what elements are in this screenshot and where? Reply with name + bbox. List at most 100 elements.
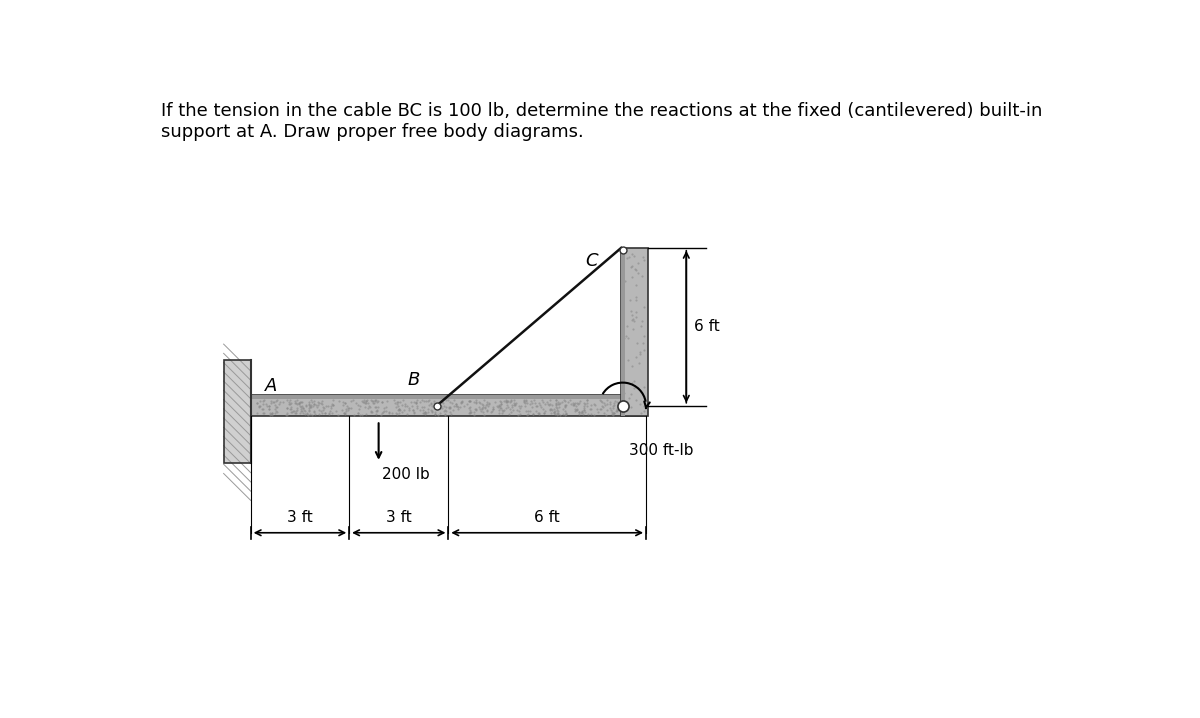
Point xyxy=(634,400,653,411)
Point xyxy=(545,404,564,415)
Point xyxy=(602,409,622,420)
Point xyxy=(494,396,514,407)
Point xyxy=(548,407,568,419)
Point xyxy=(581,409,600,420)
Point xyxy=(484,404,503,415)
Point xyxy=(259,404,278,415)
Point xyxy=(296,400,316,411)
Point xyxy=(446,398,466,410)
Point xyxy=(358,397,377,409)
Point xyxy=(253,398,272,410)
Point xyxy=(313,404,332,416)
Text: If the tension in the cable BC is 100 lb, determine the reactions at the fixed (: If the tension in the cable BC is 100 lb… xyxy=(161,101,1043,120)
Point xyxy=(564,400,583,411)
Point xyxy=(517,409,536,421)
Point xyxy=(320,407,340,419)
Point xyxy=(592,403,611,414)
Point xyxy=(605,407,624,419)
Point xyxy=(570,409,589,420)
Point xyxy=(360,400,379,411)
Point xyxy=(254,407,274,419)
Point xyxy=(635,254,654,266)
Point xyxy=(282,404,301,415)
Point xyxy=(491,402,510,414)
Point xyxy=(524,395,544,406)
Point xyxy=(505,395,524,406)
Point xyxy=(364,397,383,409)
Point xyxy=(299,409,318,421)
Point xyxy=(290,400,310,411)
Point xyxy=(577,395,596,406)
Point xyxy=(610,400,629,411)
Point xyxy=(342,402,361,414)
Point xyxy=(439,402,458,414)
Point xyxy=(464,409,484,421)
Point xyxy=(395,398,414,409)
Point xyxy=(395,405,414,416)
Point xyxy=(622,388,641,399)
Point xyxy=(354,394,373,406)
Point xyxy=(460,396,479,407)
Point xyxy=(414,401,433,413)
Point xyxy=(412,401,431,412)
Point xyxy=(619,409,638,420)
Point xyxy=(564,398,583,409)
Point xyxy=(329,396,348,407)
Point xyxy=(575,402,594,414)
Point xyxy=(367,406,386,417)
Point xyxy=(300,405,319,416)
Point xyxy=(389,400,408,411)
Point xyxy=(560,394,580,406)
Point xyxy=(626,306,646,317)
Point xyxy=(632,320,652,332)
Point xyxy=(487,401,506,412)
Point xyxy=(259,401,278,412)
Point xyxy=(388,396,407,408)
Point xyxy=(335,408,354,419)
Point xyxy=(272,396,292,408)
Point xyxy=(360,401,379,413)
Point xyxy=(474,399,493,411)
Point xyxy=(497,396,516,407)
Point xyxy=(426,400,445,411)
Point xyxy=(293,402,312,414)
Point xyxy=(451,397,470,409)
Point xyxy=(520,398,539,410)
Point xyxy=(618,399,637,411)
Point xyxy=(440,406,460,418)
Point xyxy=(250,401,269,413)
Point xyxy=(284,405,304,416)
Point xyxy=(440,401,460,413)
Point xyxy=(625,315,644,327)
Point xyxy=(596,409,616,420)
Point xyxy=(252,404,271,415)
Point xyxy=(451,401,470,413)
Point xyxy=(445,394,464,406)
Point xyxy=(296,408,316,419)
Point xyxy=(388,409,407,420)
Point xyxy=(390,396,409,408)
Point xyxy=(540,404,559,416)
Point xyxy=(511,400,530,411)
Point xyxy=(311,398,330,409)
Point xyxy=(467,404,486,415)
Point xyxy=(440,402,460,414)
Point xyxy=(358,394,377,406)
Point xyxy=(624,403,643,414)
Point xyxy=(292,401,311,412)
Point xyxy=(326,406,346,417)
Point xyxy=(498,399,517,411)
Point xyxy=(462,406,481,417)
Point xyxy=(556,396,575,407)
Point xyxy=(416,396,436,407)
Point xyxy=(556,401,575,413)
Point xyxy=(248,408,268,419)
Point xyxy=(287,405,306,416)
Point xyxy=(304,398,323,410)
Point xyxy=(634,406,653,417)
Point xyxy=(290,396,310,407)
Point xyxy=(592,395,611,406)
Point xyxy=(566,400,586,411)
Point xyxy=(470,403,490,414)
Point xyxy=(534,407,553,419)
